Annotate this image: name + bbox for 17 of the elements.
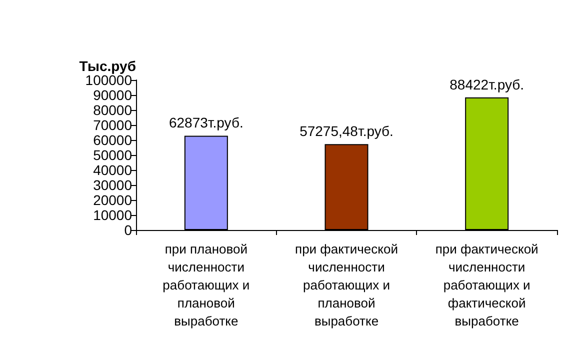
- x-tick-label: при фактической численности работающих и плановой выработке: [295, 242, 398, 328]
- data-label: 57275,48т.руб.: [300, 123, 394, 140]
- y-tick-label: 40000: [93, 162, 132, 178]
- data-label: 88422т.руб.: [450, 76, 524, 92]
- y-tick-label: 50000: [93, 147, 132, 163]
- y-tick-label: 10000: [93, 207, 132, 223]
- y-tick-label: 80000: [93, 102, 132, 118]
- x-tick-label: при фактической численности работающих и фактической выработке: [435, 242, 538, 328]
- y-axis-title: Тыс.руб: [79, 58, 136, 74]
- y-tick-label: 90000: [93, 87, 132, 103]
- y-tick-label: 20000: [93, 192, 132, 208]
- data-label: 62873т.руб.: [168, 114, 244, 131]
- x-tick-label: при плановой численности работающих и плановой выработке: [162, 242, 250, 328]
- y-tick-label: 70000: [93, 117, 132, 133]
- y-tick-label: 0: [124, 222, 132, 238]
- y-tick-label: 30000: [93, 177, 132, 193]
- y-tick-label: 60000: [93, 132, 132, 148]
